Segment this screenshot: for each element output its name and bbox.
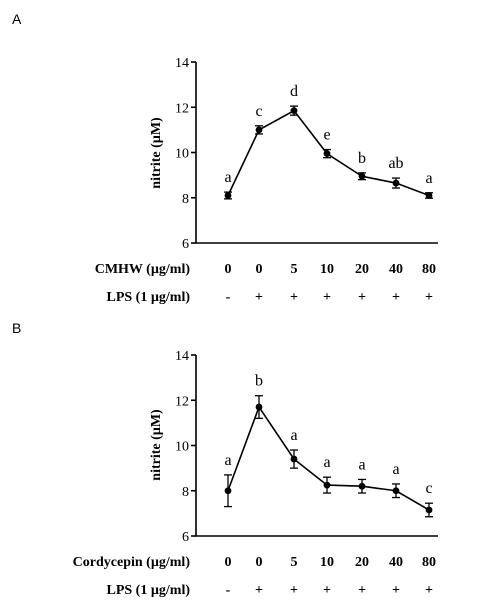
panel-b-treatment-value: 80	[422, 555, 436, 570]
panel-b-lps-value: +	[392, 583, 400, 598]
panel-a-lps-value: +	[255, 290, 263, 305]
panel-a-y-tick-label: 10	[175, 147, 189, 162]
panel-b-treatment-value: 10	[320, 555, 334, 570]
panel-a-lps-label: LPS (1 µg/ml)	[106, 290, 190, 305]
panel-a-significance-label: b	[358, 150, 366, 167]
panel-b-y-tick-label: 8	[182, 485, 189, 500]
panel-a-treatment-label: CMHW (µg/ml)	[95, 262, 191, 277]
panel-b-treatment-label: Cordycepin (µg/ml)	[73, 555, 191, 570]
panel-a-treatment-value: 0	[225, 262, 232, 277]
panel-b-data-point	[358, 482, 366, 490]
panel-b-y-axis-label: nitrite (µM)	[149, 409, 164, 481]
panel-b-lps-value: +	[358, 583, 366, 598]
panel-a-y-ticks: 6 8 10 12 14	[175, 56, 196, 252]
panel-a-treatment-value: 20	[355, 262, 369, 277]
panel-a-treatment-value: 10	[320, 262, 334, 277]
panel-b-treatment-value: 40	[389, 555, 403, 570]
panel-a-significance-label: a	[224, 169, 231, 186]
panel-b: B 6 8 10 12 14 nitrite (µM) a b a a a a c Cordycep…	[12, 320, 438, 598]
panel-a-treatment-value: 80	[422, 262, 436, 277]
panel-a-data-point	[358, 172, 366, 180]
panel-b-y-tick-label: 14	[175, 349, 189, 364]
panel-b-treatment-value: 20	[355, 555, 369, 570]
panel-b-significance-label: a	[392, 461, 399, 478]
panel-a-lps-value: +	[392, 290, 400, 305]
panel-b-lps-value: +	[323, 583, 331, 598]
panel-b-significance-label: a	[224, 452, 231, 469]
panel-a-lps-value: -	[226, 290, 231, 305]
panel-a-y-tick-label: 6	[182, 237, 189, 252]
panel-a-data-point	[323, 150, 331, 158]
panel-b-data-point	[255, 403, 263, 411]
panel-b-significance-label: a	[323, 454, 330, 471]
panel-b-data-point	[392, 487, 400, 495]
panel-b-y-ticks: 6 8 10 12 14	[175, 349, 196, 545]
panel-a: A 6 8 10 12 14 nitrite (µM) a c d e b ab a CMHW (µ…	[12, 11, 438, 305]
panel-b-y-tick-label: 6	[182, 530, 189, 545]
panel-b-lps-label: LPS (1 µg/ml)	[106, 583, 190, 598]
panel-a-axes	[195, 62, 438, 244]
panel-a-significance-label: c	[255, 103, 262, 120]
panel-a-lps-value: +	[323, 290, 331, 305]
panel-a-condition-rows: 0 0 5 10 20 40 80 - + + + + + +	[225, 262, 437, 305]
panel-a-significance-label: d	[290, 83, 298, 100]
panel-b-axes	[195, 355, 438, 537]
panel-a-letter: A	[12, 11, 22, 27]
panel-a-significance-label: a	[425, 170, 432, 187]
panel-b-lps-value: +	[255, 583, 263, 598]
panel-b-y-tick-label: 10	[175, 440, 189, 455]
panel-a-significance-label: ab	[388, 155, 403, 172]
panel-b-treatment-value: 0	[256, 555, 263, 570]
panel-a-treatment-value: 0	[256, 262, 263, 277]
panel-a-y-tick-label: 12	[175, 101, 189, 116]
panel-b-y-tick-label: 12	[175, 394, 189, 409]
panel-b-significance-label: a	[290, 427, 297, 444]
panel-b-letter: B	[12, 320, 21, 336]
panel-b-lps-value: -	[226, 583, 231, 598]
panel-b-marks: a b a a a a c	[224, 373, 433, 518]
panel-a-significance-label: e	[323, 127, 330, 144]
panel-b-data-point	[323, 481, 331, 489]
panel-a-data-point	[392, 179, 400, 187]
panel-b-data-point	[224, 487, 232, 495]
panel-a-y-tick-label: 8	[182, 192, 189, 207]
panel-b-data-point	[290, 455, 298, 463]
panel-a-lps-value: +	[425, 290, 433, 305]
panel-a-data-point	[425, 192, 433, 199]
panel-a-data-point	[224, 192, 232, 199]
panel-a-y-tick-label: 14	[175, 56, 189, 71]
panel-b-lps-value: +	[425, 583, 433, 598]
panel-b-significance-label: b	[255, 373, 263, 390]
panel-a-data-point	[290, 107, 298, 115]
panel-a-lps-value: +	[358, 290, 366, 305]
panel-b-lps-value: +	[290, 583, 298, 598]
panel-b-significance-label: c	[425, 480, 432, 497]
panel-a-y-axis-label: nitrite (µM)	[149, 117, 164, 189]
panel-a-marks: a c d e b ab a	[224, 83, 433, 200]
panel-b-treatment-value: 5	[291, 555, 298, 570]
panel-b-condition-rows: 0 0 5 10 20 40 80 - + + + + + +	[225, 555, 437, 598]
panel-b-significance-label: a	[358, 456, 365, 473]
panel-a-treatment-value: 40	[389, 262, 403, 277]
panel-b-treatment-value: 0	[225, 555, 232, 570]
panel-a-lps-value: +	[290, 290, 298, 305]
panel-b-data-point	[425, 506, 433, 514]
panel-a-treatment-value: 5	[291, 262, 298, 277]
panel-a-data-point	[255, 126, 263, 134]
